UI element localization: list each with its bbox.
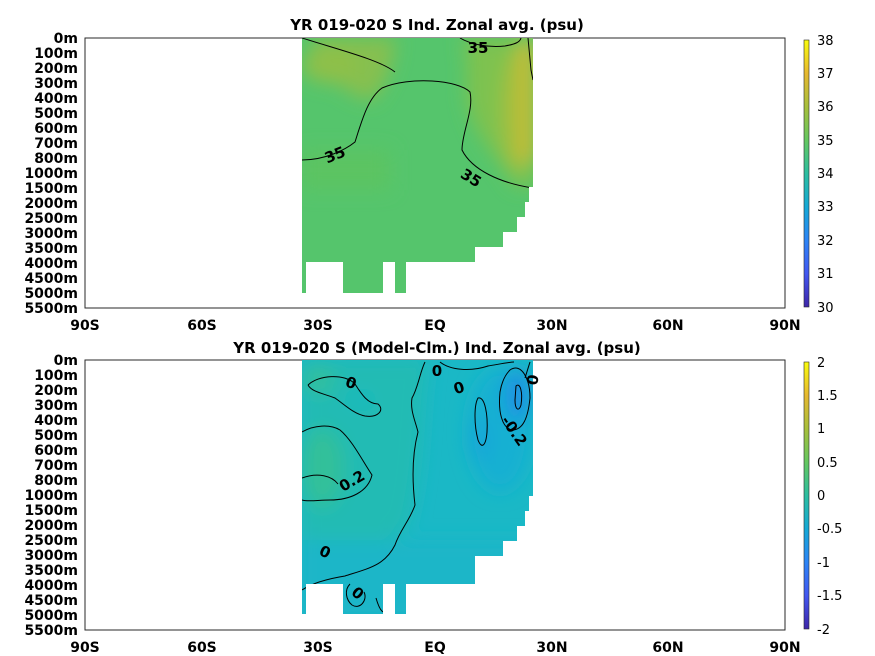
top-x-axis: 90S 60S 30S EQ 30N 60N 90N [70,318,800,334]
y-tick-label: 100m [34,368,78,384]
colorbar-tick-label: 37 [817,67,834,82]
bottom-x-axis: 90S 60S 30S EQ 30N 60N 90N [70,640,800,656]
y-tick-label: 800m [34,473,78,489]
y-tick-label: 400m [34,91,78,107]
y-tick-label: 0m [54,31,78,47]
colorbar-tick-label: -0.5 [817,522,842,537]
y-tick-label: 300m [34,398,78,414]
y-tick-label: 600m [34,443,78,459]
y-tick-label: 2500m [24,533,78,549]
y-tick-label: 500m [34,106,78,122]
y-tick-label: 700m [34,458,78,474]
x-tick-label: 30S [303,640,333,656]
bottom-chart-title: YR 019-020 S (Model-Clm.) Ind. Zonal avg… [232,339,641,357]
colorbar-tick-label: 38 [817,34,834,49]
y-tick-label: 100m [34,46,78,62]
y-tick-label: 300m [34,76,78,92]
colorbar-tick-label: 30 [817,301,834,316]
top-y-axis: 0m 100m 200m 300m 400m 500m 600m 700m 80… [24,31,78,317]
colorbar-tick-label: 32 [817,234,834,249]
y-tick-label: 2000m [24,196,78,212]
y-tick-label: 700m [34,136,78,152]
x-tick-label: 30N [536,640,567,656]
y-tick-label: 200m [34,61,78,77]
y-tick-label: 5000m [24,608,78,624]
x-tick-label: 30S [303,318,333,334]
y-tick-label: 5000m [24,286,78,302]
y-tick-label: 4000m [24,256,78,272]
top-chart: YR 019-020 S Ind. Zonal avg. (psu) 35 35… [24,16,833,334]
colorbar-tick-label: 1.5 [817,389,838,404]
y-tick-label: 2500m [24,211,78,227]
colorbar-tick-label: 31 [817,267,834,282]
colorbar-tick-label: 33 [817,200,834,215]
y-tick-label: 5500m [24,301,78,317]
bottom-contour-label-4: 0 [523,373,543,386]
y-tick-label: 600m [34,121,78,137]
bottom-y-axis: 0m 100m 200m 300m 400m 500m 600m 700m 80… [24,353,78,639]
top-salinity-field [302,38,533,293]
y-tick-label: 4000m [24,578,78,594]
y-tick-label: 400m [34,413,78,429]
colorbar-tick-label: -1 [817,556,830,571]
bottom-contour-label-2: 0 [432,362,442,380]
x-tick-label: 30N [536,318,567,334]
x-tick-label: 60N [652,318,683,334]
x-tick-label: 60S [187,640,217,656]
y-tick-label: 4500m [24,271,78,287]
x-tick-label: EQ [424,640,446,656]
colorbar-tick-label: 2 [817,356,825,371]
y-tick-label: 2000m [24,518,78,534]
y-tick-label: 1000m [24,166,78,182]
x-tick-label: EQ [424,318,446,334]
y-tick-label: 0m [54,353,78,369]
top-chart-title: YR 019-020 S Ind. Zonal avg. (psu) [289,16,584,34]
colorbar-tick-label: 34 [817,167,834,182]
colorbar-tick-label: 0.5 [817,456,838,471]
y-tick-label: 5500m [24,623,78,639]
y-tick-label: 3000m [24,226,78,242]
top-colorbar-ramp [803,39,810,308]
x-tick-label: 90N [769,318,800,334]
colorbar-tick-label: 35 [817,134,834,149]
bottom-anomaly-field [302,360,533,614]
y-tick-label: 500m [34,428,78,444]
bottom-colorbar-ramp [803,361,810,630]
y-tick-label: 1000m [24,488,78,504]
bottom-chart: YR 019-020 S (Model-Clm.) Ind. Zonal avg… [24,339,842,656]
colorbar-tick-label: 0 [817,489,825,504]
y-tick-label: 3000m [24,548,78,564]
y-tick-label: 3500m [24,563,78,579]
colorbar-tick-label: 36 [817,100,834,115]
y-tick-label: 200m [34,383,78,399]
y-tick-label: 3500m [24,241,78,257]
bottom-colorbar: -2 -1.5 -1 -0.5 0 0.5 1 1.5 2 [803,356,842,638]
y-tick-label: 1500m [24,503,78,519]
y-tick-label: 800m [34,151,78,167]
x-tick-label: 90S [70,640,100,656]
top-colorbar: 30 31 32 33 34 35 36 37 38 [803,34,834,316]
x-tick-label: 60S [187,318,217,334]
y-tick-label: 4500m [24,593,78,609]
x-tick-label: 90N [769,640,800,656]
top-contour-label-1: 35 [468,39,489,57]
colorbar-tick-label: 1 [817,422,825,437]
colorbar-tick-label: -1.5 [817,589,842,604]
colorbar-tick-label: -2 [817,623,830,638]
x-tick-label: 90S [70,318,100,334]
y-tick-label: 1500m [24,181,78,197]
x-tick-label: 60N [652,640,683,656]
